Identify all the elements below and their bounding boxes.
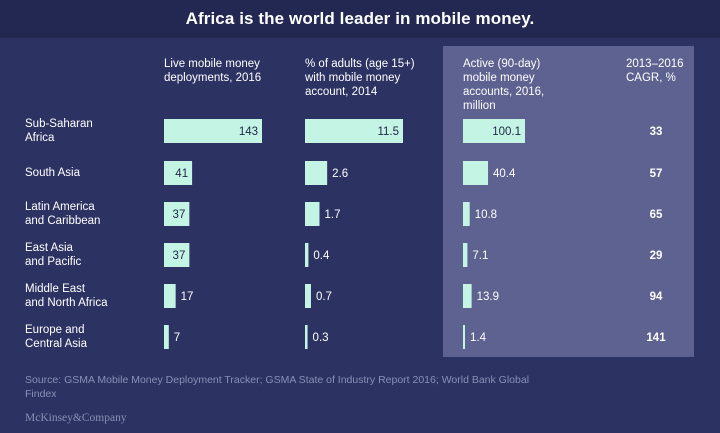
category-label: Middle East and North Africa (25, 283, 108, 309)
highlight-panel (443, 46, 694, 357)
bar (164, 325, 169, 349)
bar (305, 202, 320, 226)
bar (305, 284, 311, 308)
bar (305, 119, 403, 143)
data-label: 1.7 (324, 209, 340, 221)
data-label: 37 (173, 209, 186, 221)
bar (463, 325, 465, 349)
data-label: 13.9 (477, 291, 499, 303)
data-label: 1.4 (470, 332, 487, 344)
data-label: 17 (181, 291, 194, 303)
chart-title: Africa is the world leader in mobile mon… (0, 0, 720, 38)
header-active-accounts: Active (90-day) mobile money accounts, 2… (463, 58, 545, 112)
cagr-value: 94 (650, 291, 663, 303)
data-label: 7.1 (472, 250, 488, 262)
header-cagr: 2013–2016 CAGR, % (626, 58, 684, 84)
bar (305, 243, 309, 267)
category-label: Sub-Saharan Africa (25, 118, 93, 144)
bar (164, 284, 176, 308)
data-label: 0.3 (313, 332, 329, 344)
data-label: 100.1 (492, 126, 521, 138)
bar (305, 325, 308, 349)
cagr-value: 141 (646, 332, 666, 344)
brand-logo-text: McKinsey&Company (25, 412, 127, 424)
cagr-value: 57 (650, 168, 663, 180)
data-label: 2.6 (332, 168, 348, 180)
data-label: 7 (174, 332, 180, 344)
bar (305, 161, 328, 185)
source-note: Source: GSMA Mobile Money Deployment Tra… (25, 374, 530, 400)
cagr-value: 29 (650, 250, 663, 262)
bar (463, 284, 472, 308)
data-label: 11.5 (377, 126, 399, 138)
category-label: Latin America and Caribbean (25, 201, 101, 227)
bar (463, 161, 489, 185)
category-label: East Asia and Pacific (25, 242, 82, 268)
bar (164, 243, 190, 267)
data-label: 0.4 (313, 250, 330, 262)
bar (463, 202, 470, 226)
bar (463, 243, 468, 267)
header-adults-percent: % of adults (age 15+) with mobile money … (305, 58, 415, 98)
category-label: Europe and Central Asia (25, 324, 88, 350)
cagr-value: 65 (650, 209, 663, 221)
category-label: South Asia (25, 167, 80, 179)
data-label: 10.8 (475, 209, 497, 221)
bar (164, 161, 193, 185)
header-deployments: Live mobile money deployments, 2016 (164, 58, 262, 84)
data-label: 41 (175, 168, 188, 180)
data-label: 40.4 (493, 168, 516, 180)
data-label: 143 (239, 126, 258, 138)
bar (463, 119, 525, 143)
bar (164, 202, 190, 226)
cagr-value: 33 (650, 126, 663, 138)
bar (164, 119, 262, 143)
data-label: 37 (173, 250, 186, 262)
data-label: 0.7 (316, 291, 332, 303)
